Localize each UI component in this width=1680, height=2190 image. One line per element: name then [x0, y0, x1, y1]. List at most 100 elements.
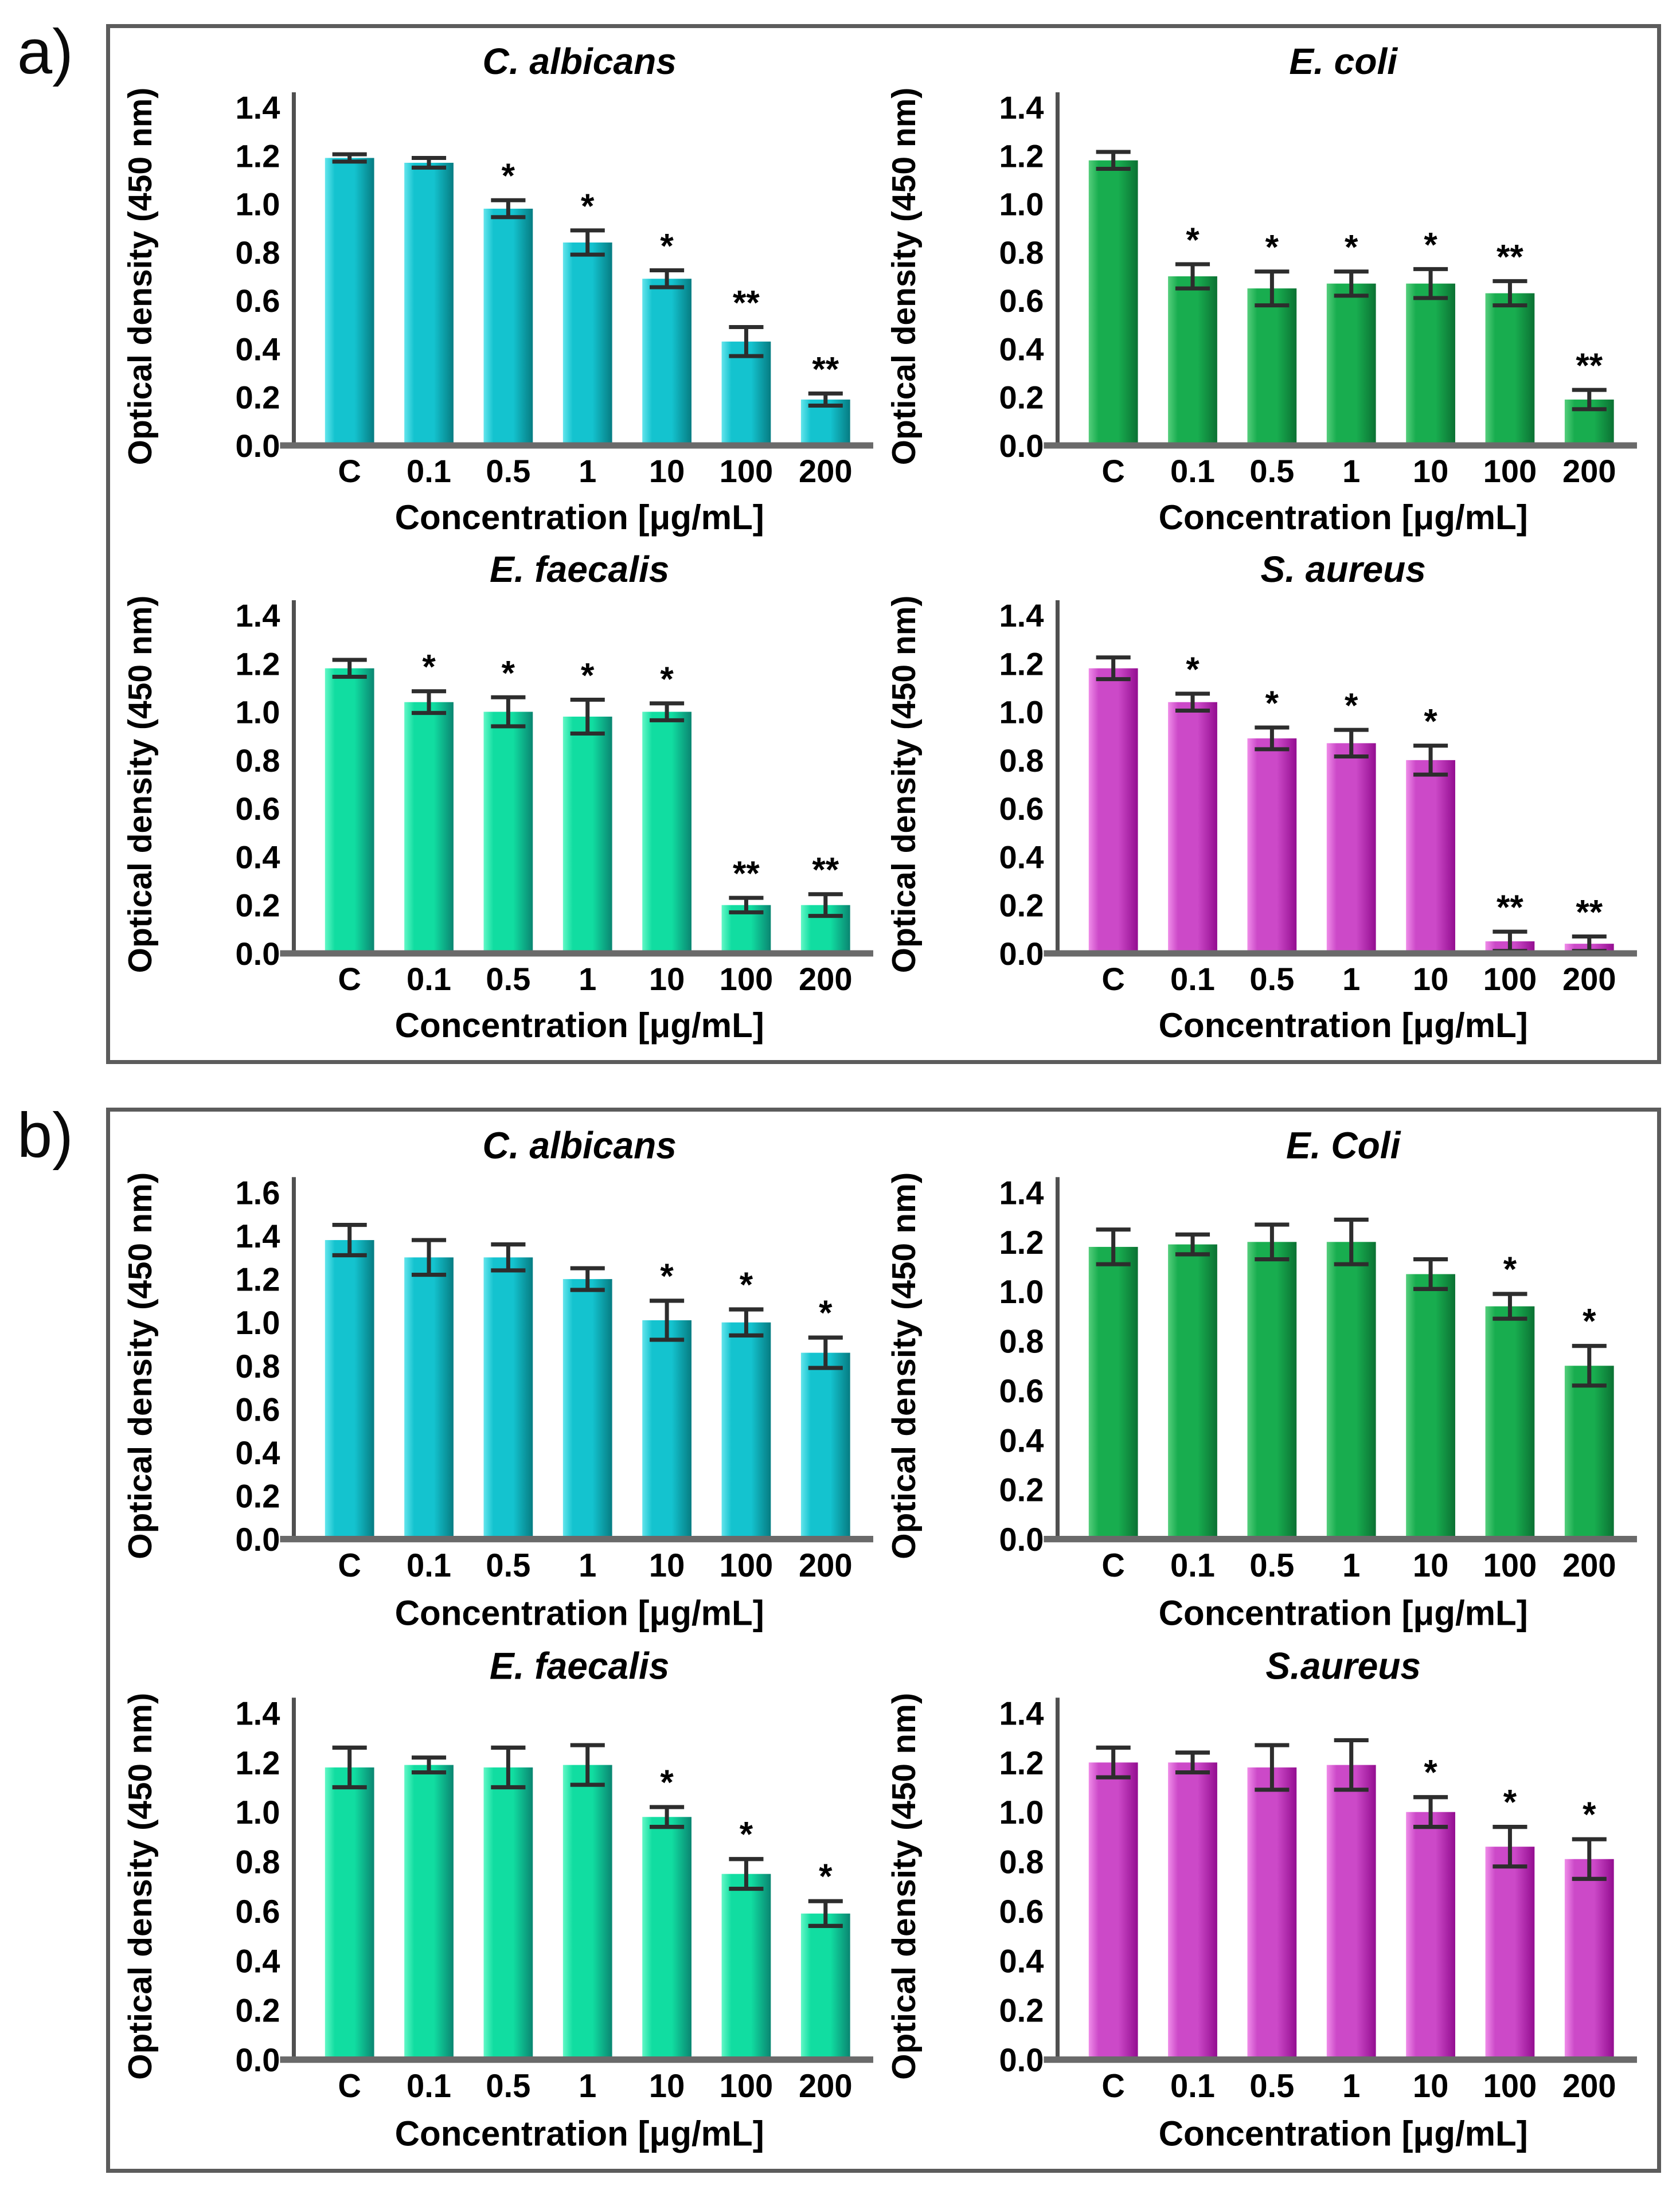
y-tick-label: 0.8 — [235, 1844, 280, 1881]
y-tick-label: 0.2 — [999, 380, 1044, 416]
bar-0.1 — [1168, 1244, 1217, 1539]
x-tick-label: 0.5 — [1249, 1548, 1294, 1585]
panel-b-label: b) — [17, 1100, 73, 1171]
bar-0.5 — [483, 1767, 533, 2060]
significance-marker: * — [1583, 1794, 1596, 1834]
bar-100 — [1485, 1306, 1535, 1539]
y-tick-label: 0.6 — [235, 1392, 280, 1429]
significance-marker: ** — [1576, 893, 1603, 932]
y-tick-label: 0.0 — [999, 1522, 1044, 1559]
panel-a-label: a) — [17, 17, 73, 87]
x-axis-label: Concentration [μg/mL] — [1159, 498, 1528, 537]
x-tick-label: 0.5 — [486, 453, 530, 489]
y-tick-label: 0.8 — [235, 234, 280, 271]
y-axis-label: Optical density (450 nm) — [886, 88, 923, 466]
bar-0.5 — [483, 711, 533, 953]
bar-1 — [562, 1279, 612, 1539]
y-tick-label: 1.2 — [235, 1262, 280, 1299]
y-axis-label: Optical density (450 nm) — [886, 1693, 923, 2080]
x-tick-label: C — [1101, 961, 1124, 997]
x-tick-label: 100 — [1483, 961, 1537, 997]
x-tick-label: 0.5 — [1249, 453, 1294, 489]
y-tick-label: 0.2 — [235, 380, 280, 416]
y-tick-label: 0.8 — [999, 1324, 1044, 1360]
significance-marker: * — [1345, 686, 1358, 725]
y-tick-label: 1.0 — [999, 694, 1044, 730]
bar-0.1 — [404, 162, 454, 445]
bar-10 — [1406, 760, 1455, 953]
bar-0.1 — [1168, 702, 1217, 953]
y-tick-label: 0.6 — [235, 791, 280, 827]
y-tick-label: 0.2 — [235, 887, 280, 924]
y-tick-label: 1.4 — [999, 597, 1044, 633]
x-tick-label: 0.1 — [407, 1548, 451, 1585]
chart-title: E. faecalis — [490, 549, 669, 590]
y-tick-label: 1.4 — [999, 1175, 1044, 1212]
significance-marker: * — [660, 227, 674, 265]
y-tick-label: 0.0 — [999, 428, 1044, 464]
y-tick-label: 1.2 — [235, 138, 280, 174]
y-axis-label: Optical density (450 nm) — [886, 1172, 923, 1559]
x-tick-label: 100 — [1483, 453, 1537, 489]
bar-10 — [642, 711, 691, 953]
x-tick-label: 10 — [1413, 2068, 1448, 2105]
y-tick-label: 0.4 — [999, 839, 1044, 875]
y-tick-label: 0.4 — [235, 839, 280, 875]
x-tick-label: 10 — [649, 2068, 685, 2105]
bar-10 — [1406, 1274, 1455, 1539]
bar-200 — [800, 1352, 850, 1539]
y-tick-label: 1.2 — [999, 1225, 1044, 1261]
bar-chart-svg: S.aureus Optical density (450 nm) 0.0 0.2 0.… — [886, 1645, 1637, 2153]
chart-a-e-coli: E. coli Optical density (450 nm) 0.0 0.2 0.4… — [885, 41, 1643, 545]
y-tick-label: 0.6 — [999, 283, 1044, 319]
bar-0.5 — [483, 1257, 533, 1539]
significance-marker: * — [1186, 221, 1200, 259]
x-tick-label: 100 — [1483, 1548, 1537, 1585]
x-axis-label: Concentration [μg/mL] — [1159, 1593, 1528, 1633]
x-tick-label: 0.1 — [1170, 961, 1215, 997]
x-tick-label: 200 — [1562, 453, 1616, 489]
bar-1 — [562, 1765, 612, 2060]
y-tick-label: 1.4 — [235, 1218, 280, 1255]
y-tick-label: 1.0 — [999, 1795, 1044, 1832]
y-axis-label: Optical density (450 nm) — [123, 1693, 159, 2080]
panel-b: C. albicans Optical density (450 nm) 0.0 0.… — [106, 1108, 1661, 2173]
x-tick-label: 100 — [1483, 2068, 1537, 2105]
bar-10 — [642, 279, 691, 445]
x-tick-label: 100 — [720, 2068, 773, 2105]
bar-0.5 — [1247, 288, 1297, 445]
x-tick-label: 10 — [649, 453, 685, 489]
y-axis-label: Optical density (450 nm) — [123, 1172, 159, 1559]
x-tick-label: 1 — [579, 1548, 596, 1585]
y-tick-label: 1.4 — [235, 1696, 280, 1733]
bar-chart-svg: E. faecalis Optical density (450 nm) 0.0 0.… — [123, 1645, 873, 2153]
x-tick-label: 100 — [720, 961, 773, 997]
y-tick-label: 1.2 — [235, 1745, 280, 1782]
x-axis-label: Concentration [μg/mL] — [395, 498, 764, 537]
bar-0.1 — [404, 1765, 454, 2060]
chart-title: E. faecalis — [490, 1645, 670, 1687]
y-tick-label: 1.4 — [999, 1696, 1044, 1733]
significance-marker: * — [581, 656, 595, 695]
y-tick-label: 1.2 — [999, 646, 1044, 682]
significance-marker: ** — [733, 284, 760, 322]
significance-marker: * — [1265, 228, 1279, 267]
significance-marker: * — [502, 654, 515, 692]
bar-100 — [721, 341, 771, 445]
bar-100 — [721, 1874, 771, 2060]
y-tick-label: 0.4 — [235, 1943, 280, 1980]
x-tick-label: C — [338, 453, 361, 489]
y-tick-label: 0.6 — [999, 1894, 1044, 1930]
y-tick-label: 0.4 — [999, 1423, 1044, 1460]
significance-marker: * — [660, 1762, 674, 1802]
y-tick-label: 0.0 — [235, 2043, 280, 2079]
y-axis-label: Optical density (450 nm) — [122, 596, 159, 973]
x-tick-label: C — [1101, 1548, 1125, 1585]
bar-C — [1088, 1246, 1138, 1539]
y-tick-label: 1.0 — [999, 1274, 1044, 1311]
chart-title: C. albicans — [483, 41, 677, 82]
y-tick-label: 1.0 — [235, 1305, 280, 1342]
bar-0.5 — [1247, 1242, 1297, 1539]
significance-marker: * — [1583, 1301, 1596, 1341]
significance-marker: * — [740, 1814, 753, 1854]
